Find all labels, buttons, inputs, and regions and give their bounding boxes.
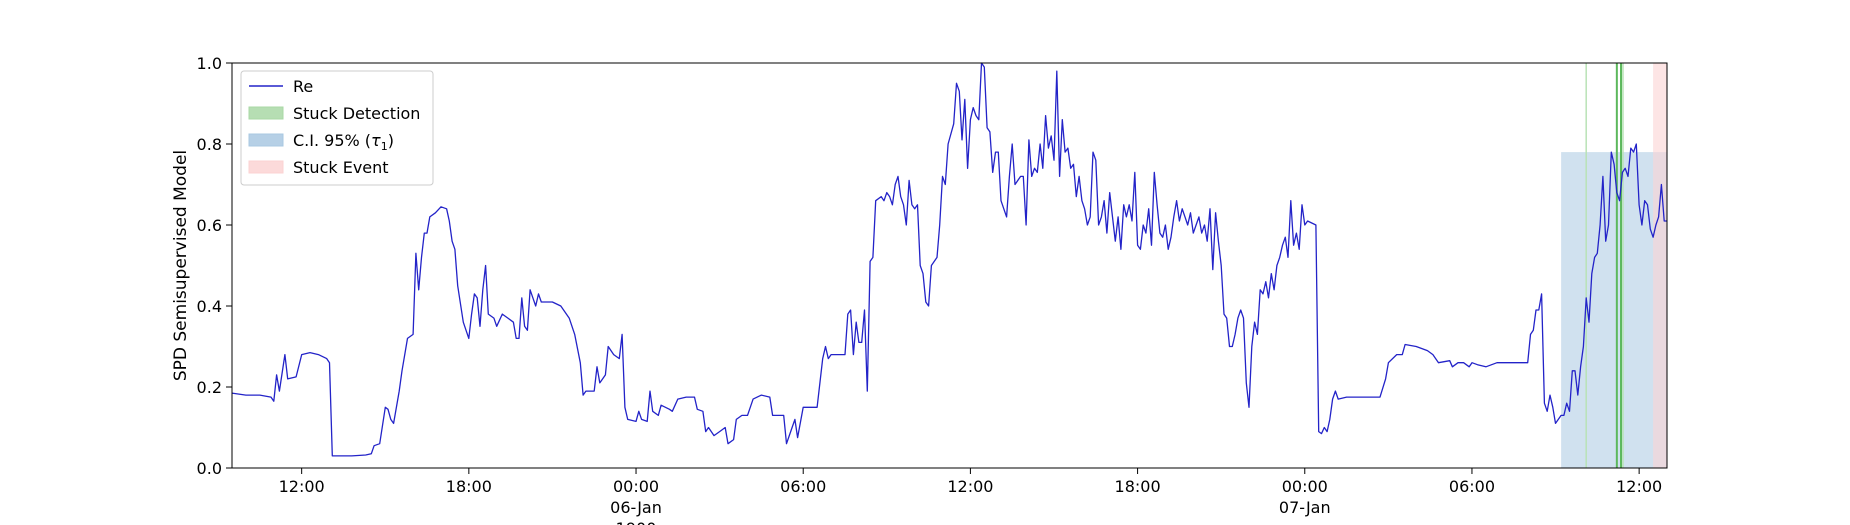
axes-frame	[231, 62, 1668, 469]
legend-box	[240, 70, 434, 186]
legend-label: Re	[293, 77, 313, 96]
legend-entry: Stuck Detection	[248, 104, 420, 123]
x-tick-label: 18:00	[446, 477, 492, 496]
plot-area	[231, 62, 1667, 468]
legend-label: Stuck Detection	[293, 104, 420, 123]
x-tick-label: 00:00	[613, 477, 659, 496]
y-tick-label: 0.8	[197, 135, 222, 154]
legend-label-end: )	[388, 131, 394, 150]
legend-patch-swatch	[248, 133, 284, 147]
legend-entry: Re	[249, 77, 313, 96]
legend-entry: C.I. 95% (τ1)	[248, 131, 394, 153]
legend-label: Stuck Event	[293, 158, 389, 177]
legend-label: C.I. 95% (τ1)	[293, 131, 394, 153]
legend-label-main: C.I. 95% (	[293, 131, 371, 150]
x-tick-label: 12:00	[279, 477, 325, 496]
legend-patch-swatch	[248, 160, 284, 174]
legend-entry: Stuck Event	[248, 158, 389, 177]
ci-band	[1561, 152, 1667, 468]
y-tick-label: 0.2	[197, 378, 222, 397]
legend: Re Stuck Detection C.I. 95% (τ1) Stuck Even…	[240, 70, 434, 186]
y-axis-title: SPD Semisupervised Model	[171, 150, 191, 381]
x-tick-label: 12:00	[947, 477, 993, 496]
y-tick-label: 0.4	[197, 297, 222, 316]
y-tick-label: 0.0	[197, 459, 222, 478]
x-tick-label: 12:00	[1616, 477, 1662, 496]
x-tick-label: 18:00	[1115, 477, 1161, 496]
x-tick-label: 06:00	[780, 477, 826, 496]
series-line-re	[231, 62, 1667, 457]
y-tick-label: 1.0	[197, 54, 222, 73]
y-tick-label: 0.6	[197, 216, 222, 235]
x-tick-label: 06-Jan	[610, 498, 662, 517]
legend-label-sub: 1	[381, 140, 388, 153]
stuck-event-region	[1653, 63, 1667, 468]
x-tick-label: 1900	[616, 519, 657, 525]
legend-label-tau: τ	[371, 131, 381, 150]
legend-patch-swatch	[248, 106, 284, 120]
axes: 0.0 0.2 0.4 0.6 0.8 1.0 12:00 18:00 00:00 06-Jan 1…	[197, 54, 1668, 525]
x-tick-label: 07-Jan	[1279, 498, 1331, 517]
x-tick-label: 06:00	[1449, 477, 1495, 496]
x-tick-label: 00:00	[1282, 477, 1328, 496]
